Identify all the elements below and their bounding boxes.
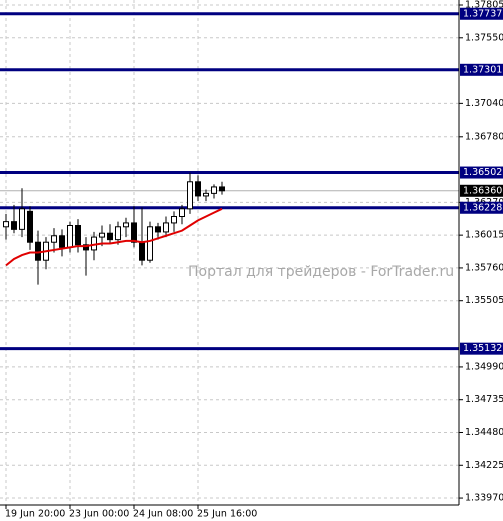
level-label: 1.37737 bbox=[463, 8, 502, 19]
y-tick-label: 1.34735 bbox=[465, 394, 503, 405]
candle-body bbox=[83, 244, 89, 251]
candle-body bbox=[75, 225, 81, 246]
level-label-box bbox=[460, 201, 503, 214]
y-tick-label: 1.35505 bbox=[465, 295, 503, 306]
y-tick-label: 1.37550 bbox=[465, 32, 503, 43]
candle-body bbox=[203, 192, 209, 197]
candle-body bbox=[139, 241, 145, 261]
level-label-box bbox=[460, 342, 503, 355]
price-label-box bbox=[460, 184, 503, 197]
x-tick-label: 24 Jun 08:00 bbox=[133, 509, 193, 520]
level-label: 1.36228 bbox=[463, 202, 502, 213]
y-tick-label: 1.35760 bbox=[465, 262, 503, 273]
watermark: Портал для трейдеров - ForTrader.ru bbox=[188, 264, 454, 280]
candle-body bbox=[115, 226, 121, 241]
candle-body bbox=[51, 235, 57, 243]
candle-body bbox=[99, 232, 105, 238]
candle-body bbox=[147, 226, 153, 261]
moving-average bbox=[5, 207, 223, 267]
level-label-box bbox=[460, 7, 503, 20]
x-tick-label: 23 Jun 00:00 bbox=[69, 509, 129, 520]
candle-body bbox=[27, 210, 33, 243]
level-label-box bbox=[460, 166, 503, 179]
level-label-box bbox=[460, 63, 503, 76]
candle-body bbox=[59, 235, 65, 248]
candle-body bbox=[123, 222, 129, 228]
candle-body bbox=[219, 186, 225, 192]
x-tick-label: 25 Jun 16:00 bbox=[197, 509, 257, 520]
level-label: 1.36502 bbox=[463, 167, 502, 178]
level-label: 1.35132 bbox=[463, 343, 502, 354]
level-label: 1.37301 bbox=[463, 64, 502, 75]
y-tick-label: 1.33970 bbox=[465, 493, 503, 504]
candle-body bbox=[195, 181, 201, 197]
candle-body bbox=[179, 208, 185, 218]
candle-body bbox=[155, 226, 161, 233]
candle-body bbox=[131, 222, 137, 243]
y-tick-label: 1.37040 bbox=[465, 98, 503, 109]
y-tick-label: 1.34225 bbox=[465, 460, 503, 471]
candle-body bbox=[171, 216, 177, 224]
y-tick-label: 1.36015 bbox=[465, 230, 503, 241]
x-tick-label: 19 Jun 20:00 bbox=[5, 509, 65, 520]
candle-body bbox=[11, 221, 17, 230]
candle-body bbox=[19, 208, 25, 230]
candle-body bbox=[211, 186, 217, 194]
y-tick-label: 1.36780 bbox=[465, 131, 503, 142]
y-tick-label: 1.34990 bbox=[465, 361, 503, 372]
y-tick-label: 1.34480 bbox=[465, 427, 503, 438]
candle-body bbox=[3, 221, 9, 228]
y-tick-label: 1.37805 bbox=[465, 0, 503, 11]
price-label: 1.36360 bbox=[463, 185, 502, 196]
candle-body bbox=[67, 225, 73, 248]
candle-body bbox=[163, 222, 169, 233]
candle-body bbox=[107, 232, 113, 241]
candle-body bbox=[187, 181, 193, 210]
